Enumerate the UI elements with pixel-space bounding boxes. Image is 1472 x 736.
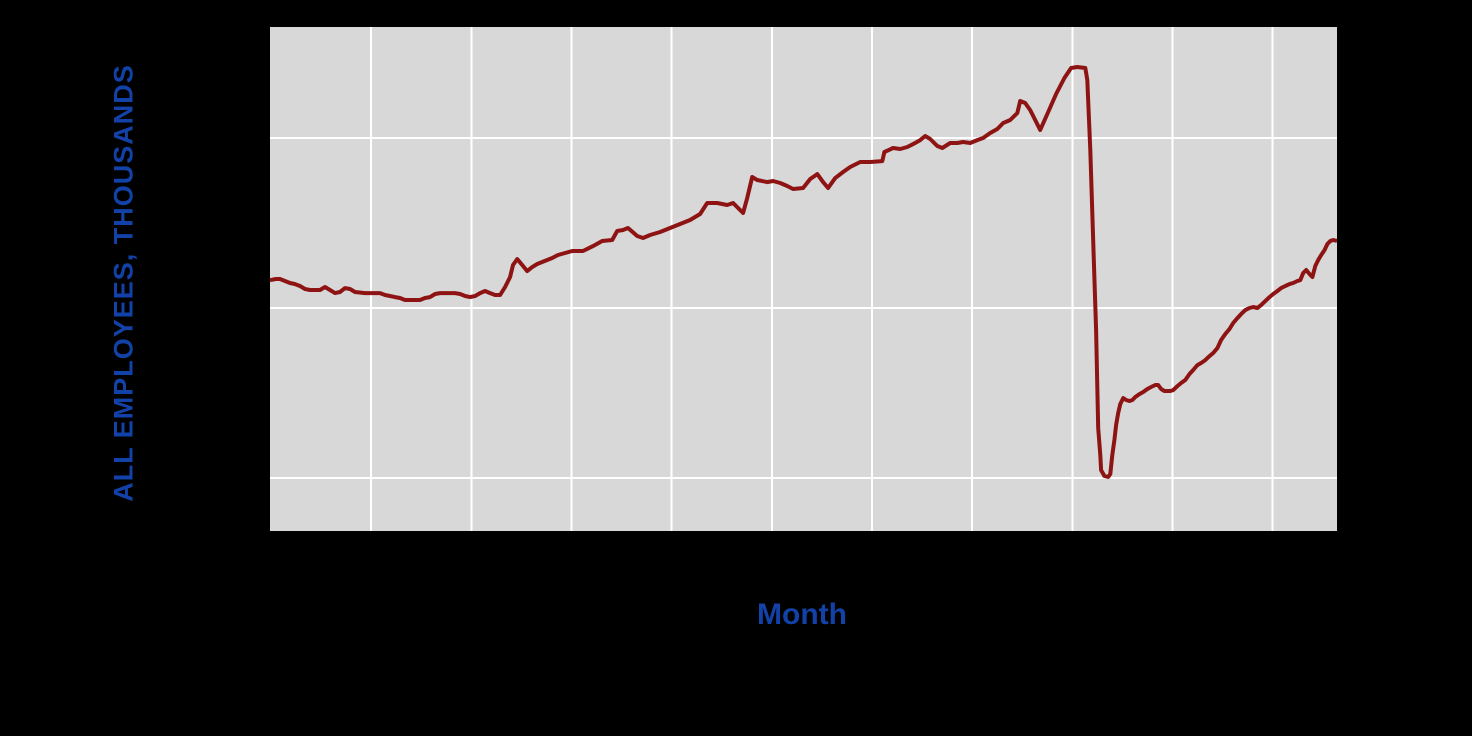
y-axis-label: ALL EMPLOYEES, THOUSANDS — [108, 64, 139, 502]
x-axis-label: Month — [757, 598, 847, 631]
data-series-line — [270, 65, 1337, 479]
plot-area — [270, 27, 1337, 531]
employment-line-chart — [270, 27, 1337, 531]
